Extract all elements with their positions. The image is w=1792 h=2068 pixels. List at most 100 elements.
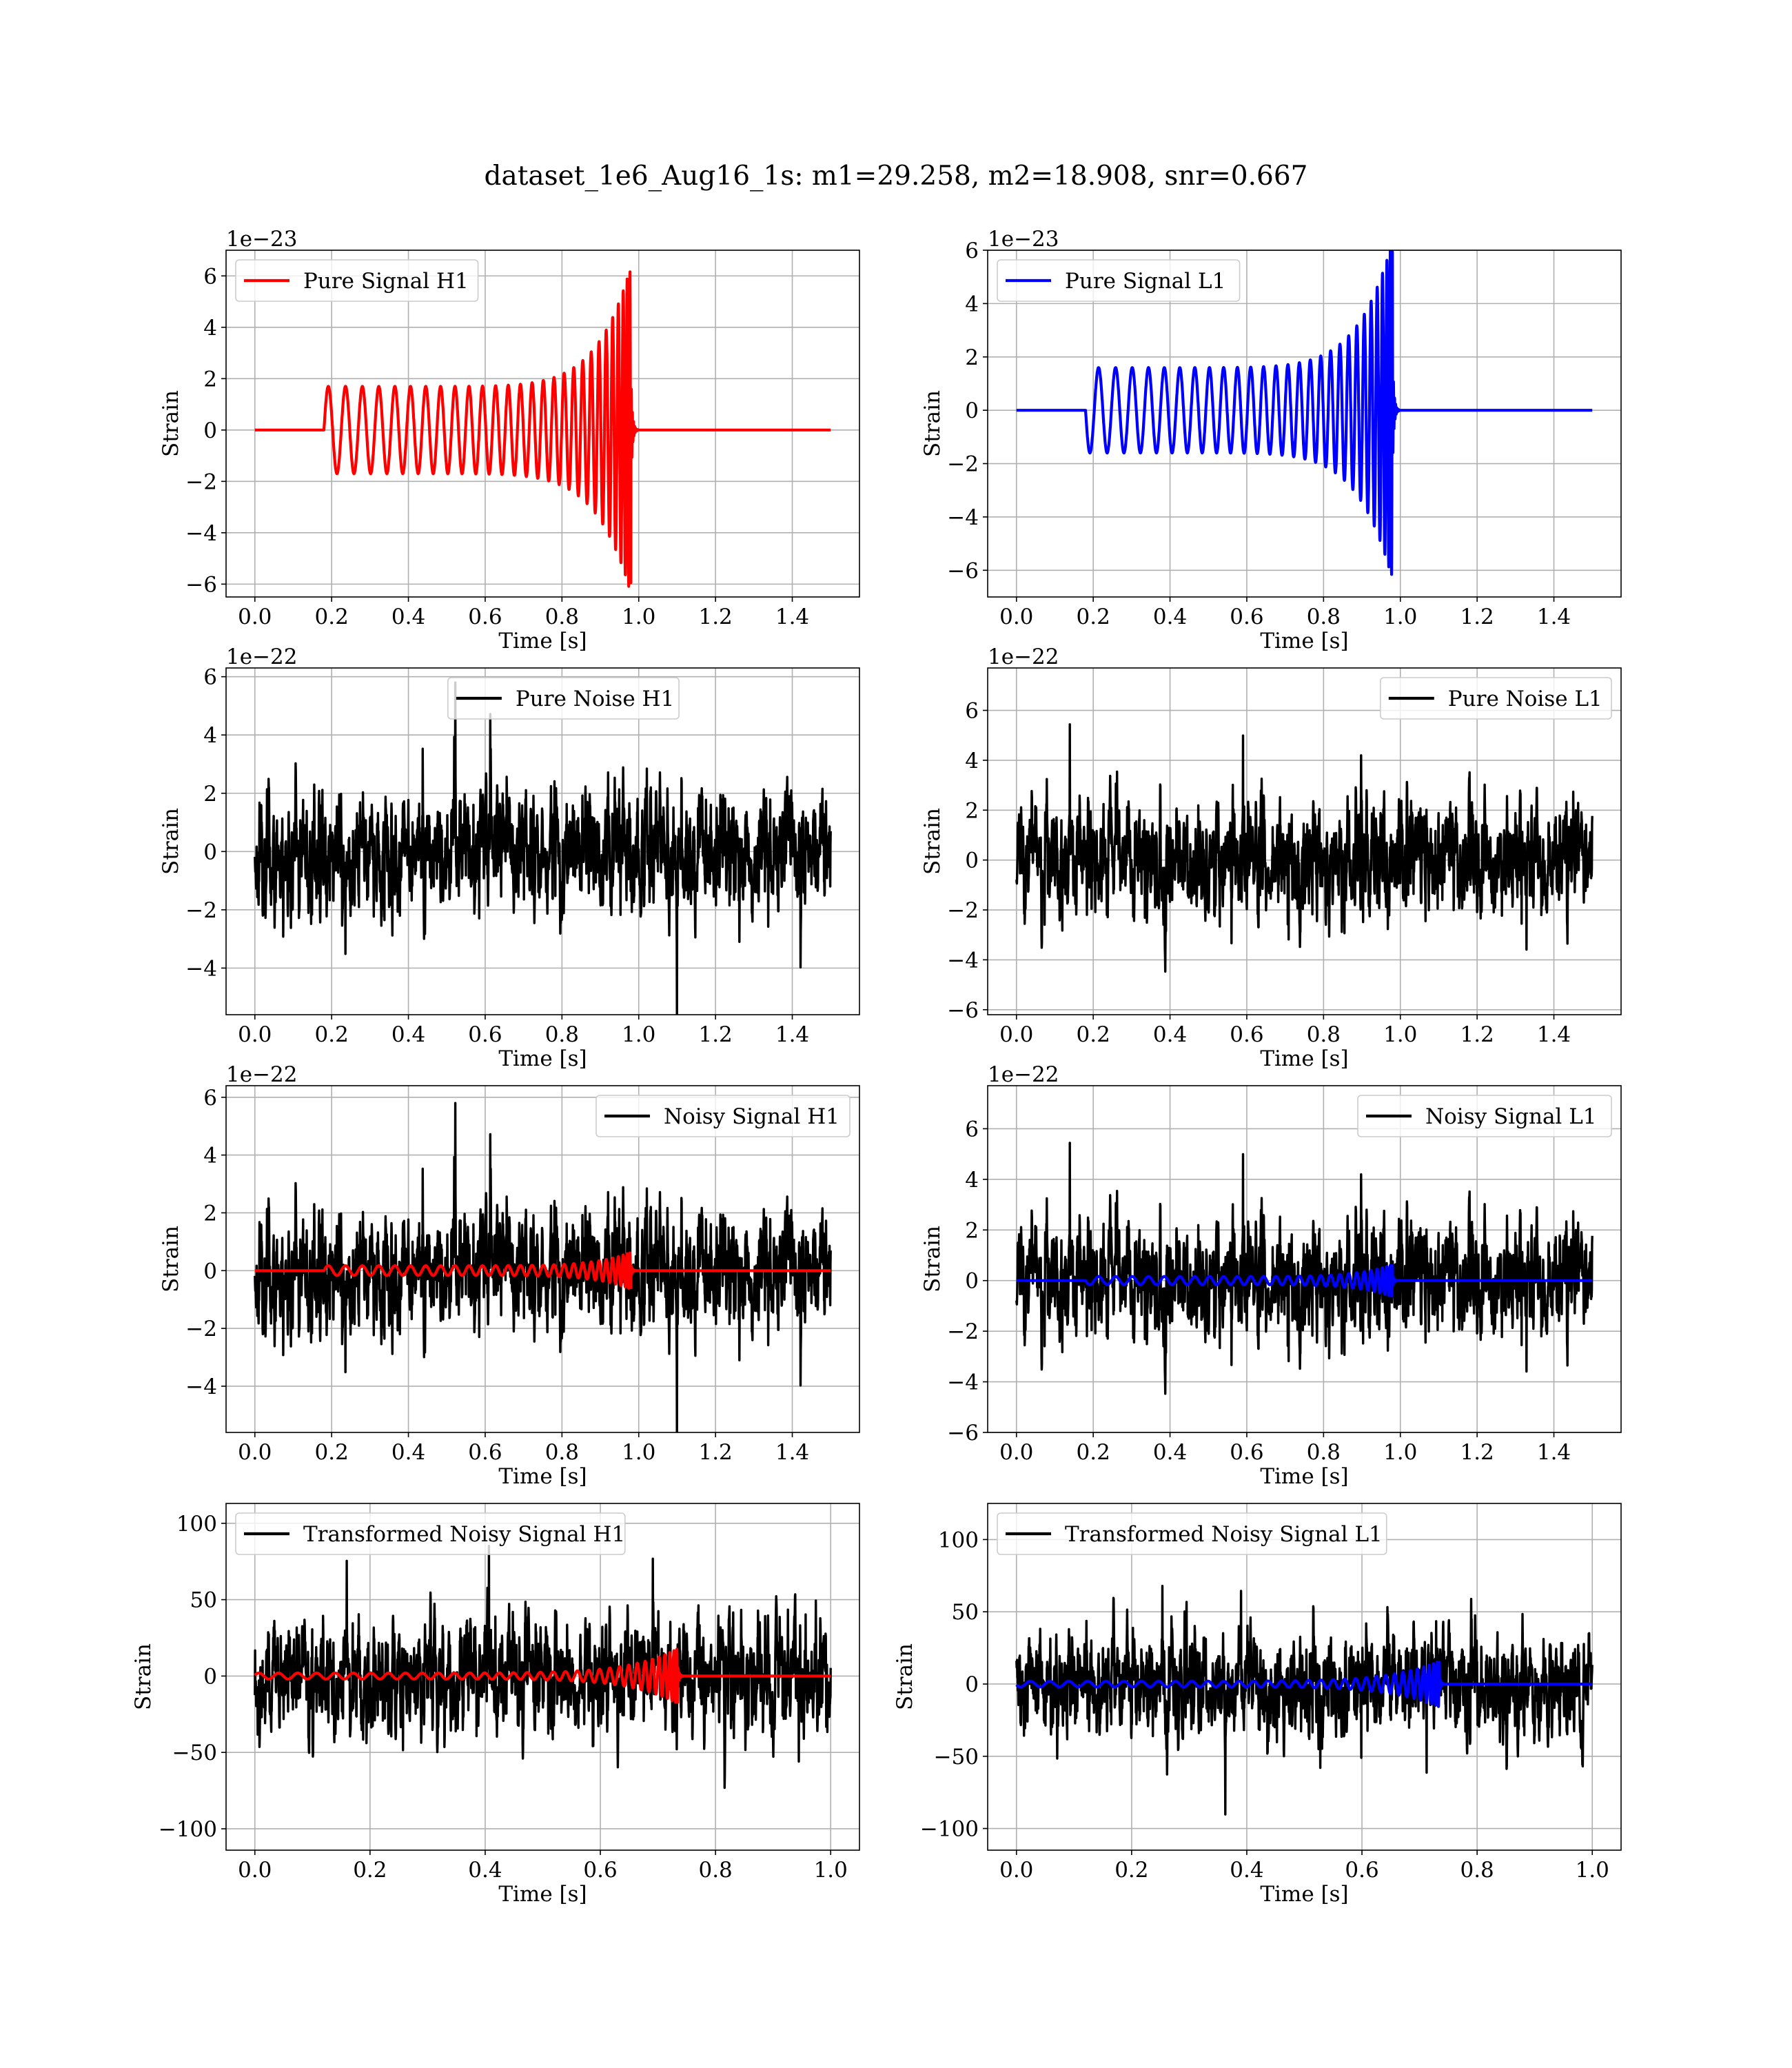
y-tick-label: −2 bbox=[947, 452, 979, 477]
legend-label: Pure Noise L1 bbox=[1448, 687, 1602, 711]
x-axis-label: Time [s] bbox=[1260, 1464, 1348, 1489]
x-tick-label: 1.0 bbox=[1576, 1858, 1609, 1883]
x-tick-label: 0.2 bbox=[315, 1022, 349, 1047]
y-axis-label: Strain bbox=[920, 390, 945, 457]
y-tick-label: −50 bbox=[934, 1745, 979, 1770]
y-tick-label: 2 bbox=[203, 782, 217, 807]
x-tick-label: 0.6 bbox=[583, 1858, 617, 1883]
x-axis-label: Time [s] bbox=[1260, 1046, 1348, 1071]
axes-frame bbox=[987, 1503, 1622, 1851]
x-tick-label: 0.0 bbox=[238, 1440, 272, 1465]
y-tick-label: 6 bbox=[203, 1086, 217, 1111]
y-tick-label: −6 bbox=[947, 558, 979, 583]
x-tick-label: 0.2 bbox=[353, 1858, 387, 1883]
x-tick-label: 1.2 bbox=[698, 605, 732, 629]
y-axis-label: Strain bbox=[920, 808, 945, 875]
y-offset-label: 1e−22 bbox=[226, 1062, 298, 1087]
x-tick-label: 0.4 bbox=[391, 1440, 425, 1465]
y-tick-label: 0 bbox=[965, 1672, 979, 1697]
x-axis-label: Time [s] bbox=[1260, 629, 1348, 653]
x-tick-label: 0.0 bbox=[238, 1022, 272, 1047]
x-tick-label: 1.0 bbox=[622, 1440, 655, 1465]
panel-pure-signal-l1: 0.0 0.2 0.4 0.6 0.8 1.0 1.2 1.4 −6 −4 −2 0 2 4 6 1e−23 T… bbox=[920, 227, 1622, 653]
x-axis-label: Time [s] bbox=[498, 1046, 587, 1071]
series-line bbox=[1015, 1264, 1594, 1298]
y-axis-label: Strain bbox=[159, 1226, 183, 1292]
y-axis-label: Strain bbox=[920, 1226, 945, 1292]
axes-frame bbox=[225, 1085, 860, 1433]
x-tick-label: 0.4 bbox=[391, 605, 425, 629]
y-tick-label: −4 bbox=[947, 505, 979, 530]
x-tick-label: 0.4 bbox=[468, 1858, 502, 1883]
legend-label: Pure Noise H1 bbox=[516, 687, 674, 711]
y-tick-label: 100 bbox=[176, 1512, 217, 1537]
y-tick-label: 2 bbox=[203, 1201, 217, 1226]
y-tick-label: −4 bbox=[185, 521, 217, 546]
x-axis-label: Time [s] bbox=[498, 1882, 587, 1907]
series-line bbox=[254, 1545, 832, 1790]
y-tick-label: 0 bbox=[203, 418, 217, 443]
y-tick-label: 0 bbox=[203, 1259, 217, 1284]
y-tick-label: 0 bbox=[965, 1269, 979, 1294]
x-tick-label: 0.0 bbox=[999, 1022, 1033, 1047]
series-line bbox=[253, 1648, 833, 1704]
y-offset-label: 1e−22 bbox=[988, 1062, 1059, 1087]
legend: Pure Signal H1 bbox=[235, 259, 479, 302]
panel-pure-signal-h1: 0.0 0.2 0.4 0.6 0.8 1.0 1.2 1.4 −6 −4 −2 0 2 4 6 1e−23 T… bbox=[159, 227, 860, 653]
x-tick-label: 0.4 bbox=[391, 1022, 425, 1047]
series-line bbox=[254, 1102, 832, 1432]
legend-label: Pure Signal H1 bbox=[303, 269, 469, 294]
y-tick-label: −2 bbox=[185, 898, 217, 923]
y-tick-label: −6 bbox=[947, 998, 979, 1023]
x-tick-label: 0.6 bbox=[1230, 605, 1263, 629]
x-tick-label: 1.4 bbox=[775, 605, 809, 629]
y-tick-label: −100 bbox=[159, 1817, 217, 1842]
series-line bbox=[253, 1251, 833, 1290]
x-tick-label: 1.4 bbox=[1537, 1440, 1571, 1465]
y-tick-label: 4 bbox=[203, 723, 217, 748]
series-line bbox=[253, 270, 833, 588]
panel-pure-noise-l1: 0.0 0.2 0.4 0.6 0.8 1.0 1.2 1.4 −6 −4 −2 0 2 4 6 1e−22 T… bbox=[920, 645, 1622, 1071]
y-tick-label: 6 bbox=[965, 239, 979, 263]
y-axis-label: Strain bbox=[159, 390, 183, 457]
x-tick-label: 1.4 bbox=[1537, 1022, 1571, 1047]
legend-label: Transformed Noisy Signal L1 bbox=[1065, 1522, 1383, 1547]
x-tick-label: 0.6 bbox=[468, 1022, 502, 1047]
x-tick-label: 1.2 bbox=[1460, 1022, 1494, 1047]
y-tick-label: 2 bbox=[965, 345, 979, 370]
x-tick-label: 0.6 bbox=[1230, 1440, 1263, 1465]
y-tick-label: 2 bbox=[965, 798, 979, 823]
x-tick-label: 0.0 bbox=[999, 605, 1033, 629]
panel-noisy-signal-h1: 0.0 0.2 0.4 0.6 0.8 1.0 1.2 1.4 −4 −2 0 2 4 6 1e−22 Tim… bbox=[159, 1062, 860, 1489]
x-tick-label: 1.4 bbox=[1537, 605, 1571, 629]
y-axis-label: Strain bbox=[893, 1643, 917, 1710]
x-tick-label: 1.0 bbox=[1383, 1022, 1417, 1047]
y-tick-label: −100 bbox=[920, 1817, 979, 1842]
y-tick-label: −2 bbox=[947, 898, 979, 923]
x-tick-label: 0.0 bbox=[999, 1440, 1033, 1465]
legend: Transformed Noisy Signal L1 bbox=[997, 1512, 1387, 1555]
x-tick-label: 0.8 bbox=[698, 1858, 732, 1883]
legend: Pure Noise L1 bbox=[1380, 677, 1612, 720]
x-tick-label: 0.8 bbox=[1307, 1440, 1341, 1465]
legend: Pure Signal L1 bbox=[997, 259, 1241, 302]
x-tick-label: 1.2 bbox=[698, 1022, 732, 1047]
x-axis-label: Time [s] bbox=[498, 629, 587, 653]
legend-label: Transformed Noisy Signal H1 bbox=[303, 1522, 625, 1547]
legend: Pure Noise H1 bbox=[447, 677, 680, 720]
y-tick-label: −2 bbox=[947, 1319, 979, 1344]
axes-frame bbox=[225, 667, 860, 1015]
y-tick-label: −2 bbox=[185, 1317, 217, 1341]
y-tick-label: −2 bbox=[185, 469, 217, 494]
legend: Noisy Signal H1 bbox=[595, 1095, 851, 1137]
y-tick-label: 4 bbox=[965, 1168, 979, 1193]
x-tick-label: 1.0 bbox=[814, 1858, 848, 1883]
x-tick-label: 0.8 bbox=[1460, 1858, 1494, 1883]
y-tick-label: 50 bbox=[952, 1600, 979, 1625]
x-axis-label: Time [s] bbox=[1260, 1882, 1348, 1907]
y-tick-label: −6 bbox=[185, 572, 217, 597]
x-tick-label: 1.0 bbox=[622, 605, 655, 629]
x-tick-label: 0.0 bbox=[238, 1858, 272, 1883]
axes-frame bbox=[987, 667, 1622, 1015]
y-tick-label: 6 bbox=[965, 699, 979, 724]
